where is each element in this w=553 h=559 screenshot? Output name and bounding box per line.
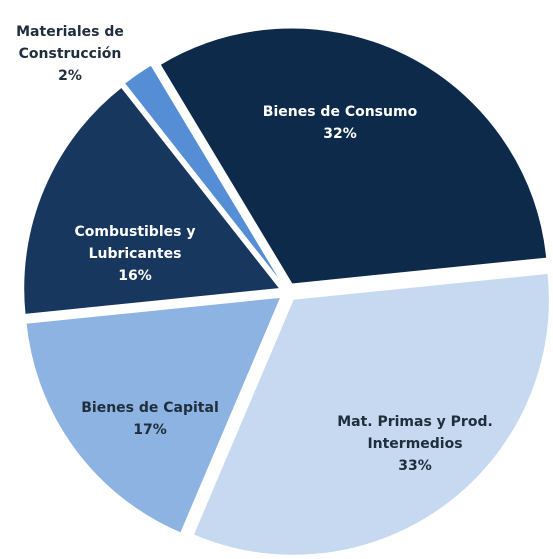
pie-slice — [25, 296, 282, 534]
slice-label-line: Combustibles y — [75, 224, 196, 240]
slice-value-label: 2% — [58, 68, 82, 84]
slice-label-line: Construcción — [19, 46, 122, 62]
slice-label: Materiales de Construcción — [16, 24, 124, 62]
slice-label-line: Lubricantes — [89, 246, 182, 262]
slice-value-label: 17% — [133, 422, 167, 438]
slice-label-line: Intermedios — [367, 436, 462, 452]
pie-slice — [192, 272, 550, 556]
slice-label-line: Mat. Primas y Prod. — [337, 414, 493, 430]
pie-slice — [23, 86, 281, 315]
slice-label: Bienes de Consumo — [263, 104, 418, 120]
slice-value-label: 32% — [323, 126, 357, 142]
slice-value-label: 16% — [118, 268, 152, 284]
slice-label: Combustibles y Lubricantes — [75, 224, 196, 262]
slice-label-line: Bienes de Capital — [81, 400, 219, 416]
pie-slice — [159, 27, 548, 285]
slice-label-line: Bienes de Consumo — [263, 104, 418, 120]
slice-label: Mat. Primas y Prod. Intermedios — [337, 414, 493, 452]
pie-slice — [123, 64, 284, 285]
slice-label-line: Materiales de — [16, 24, 124, 40]
slice-label: Bienes de Capital — [81, 400, 219, 416]
slice-value-label: 33% — [398, 458, 432, 474]
